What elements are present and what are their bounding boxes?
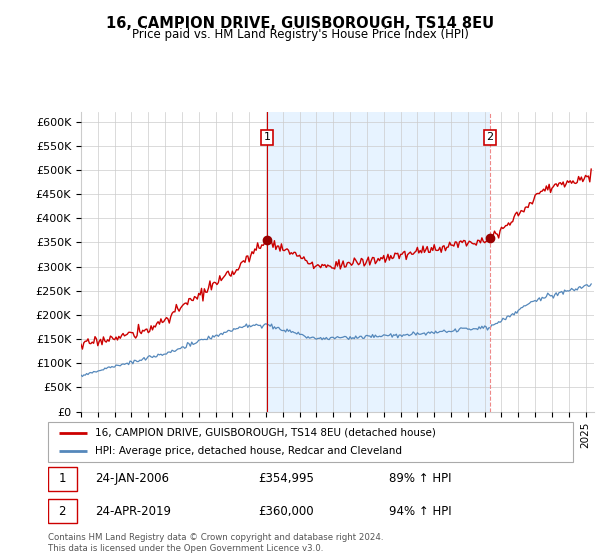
Text: 1: 1 [58,473,66,486]
Text: 94% ↑ HPI: 94% ↑ HPI [389,505,452,517]
Text: HPI: Average price, detached house, Redcar and Cleveland: HPI: Average price, detached house, Redc… [95,446,402,456]
Text: 2: 2 [487,133,494,142]
Text: 16, CAMPION DRIVE, GUISBOROUGH, TS14 8EU (detached house): 16, CAMPION DRIVE, GUISBOROUGH, TS14 8EU… [95,428,436,437]
Text: Price paid vs. HM Land Registry's House Price Index (HPI): Price paid vs. HM Land Registry's House … [131,28,469,41]
Bar [48,466,77,491]
Text: 1: 1 [263,133,271,142]
Bar [48,499,77,524]
Text: 24-JAN-2006: 24-JAN-2006 [95,473,169,486]
Text: Contains HM Land Registry data © Crown copyright and database right 2024.
This d: Contains HM Land Registry data © Crown c… [48,533,383,553]
Text: 89% ↑ HPI: 89% ↑ HPI [389,473,452,486]
Text: 2: 2 [58,505,66,517]
Text: £360,000: £360,000 [258,505,314,517]
Text: 16, CAMPION DRIVE, GUISBOROUGH, TS14 8EU: 16, CAMPION DRIVE, GUISBOROUGH, TS14 8EU [106,16,494,31]
Bar [267,112,490,412]
Text: 24-APR-2019: 24-APR-2019 [95,505,171,517]
Text: £354,995: £354,995 [258,473,314,486]
